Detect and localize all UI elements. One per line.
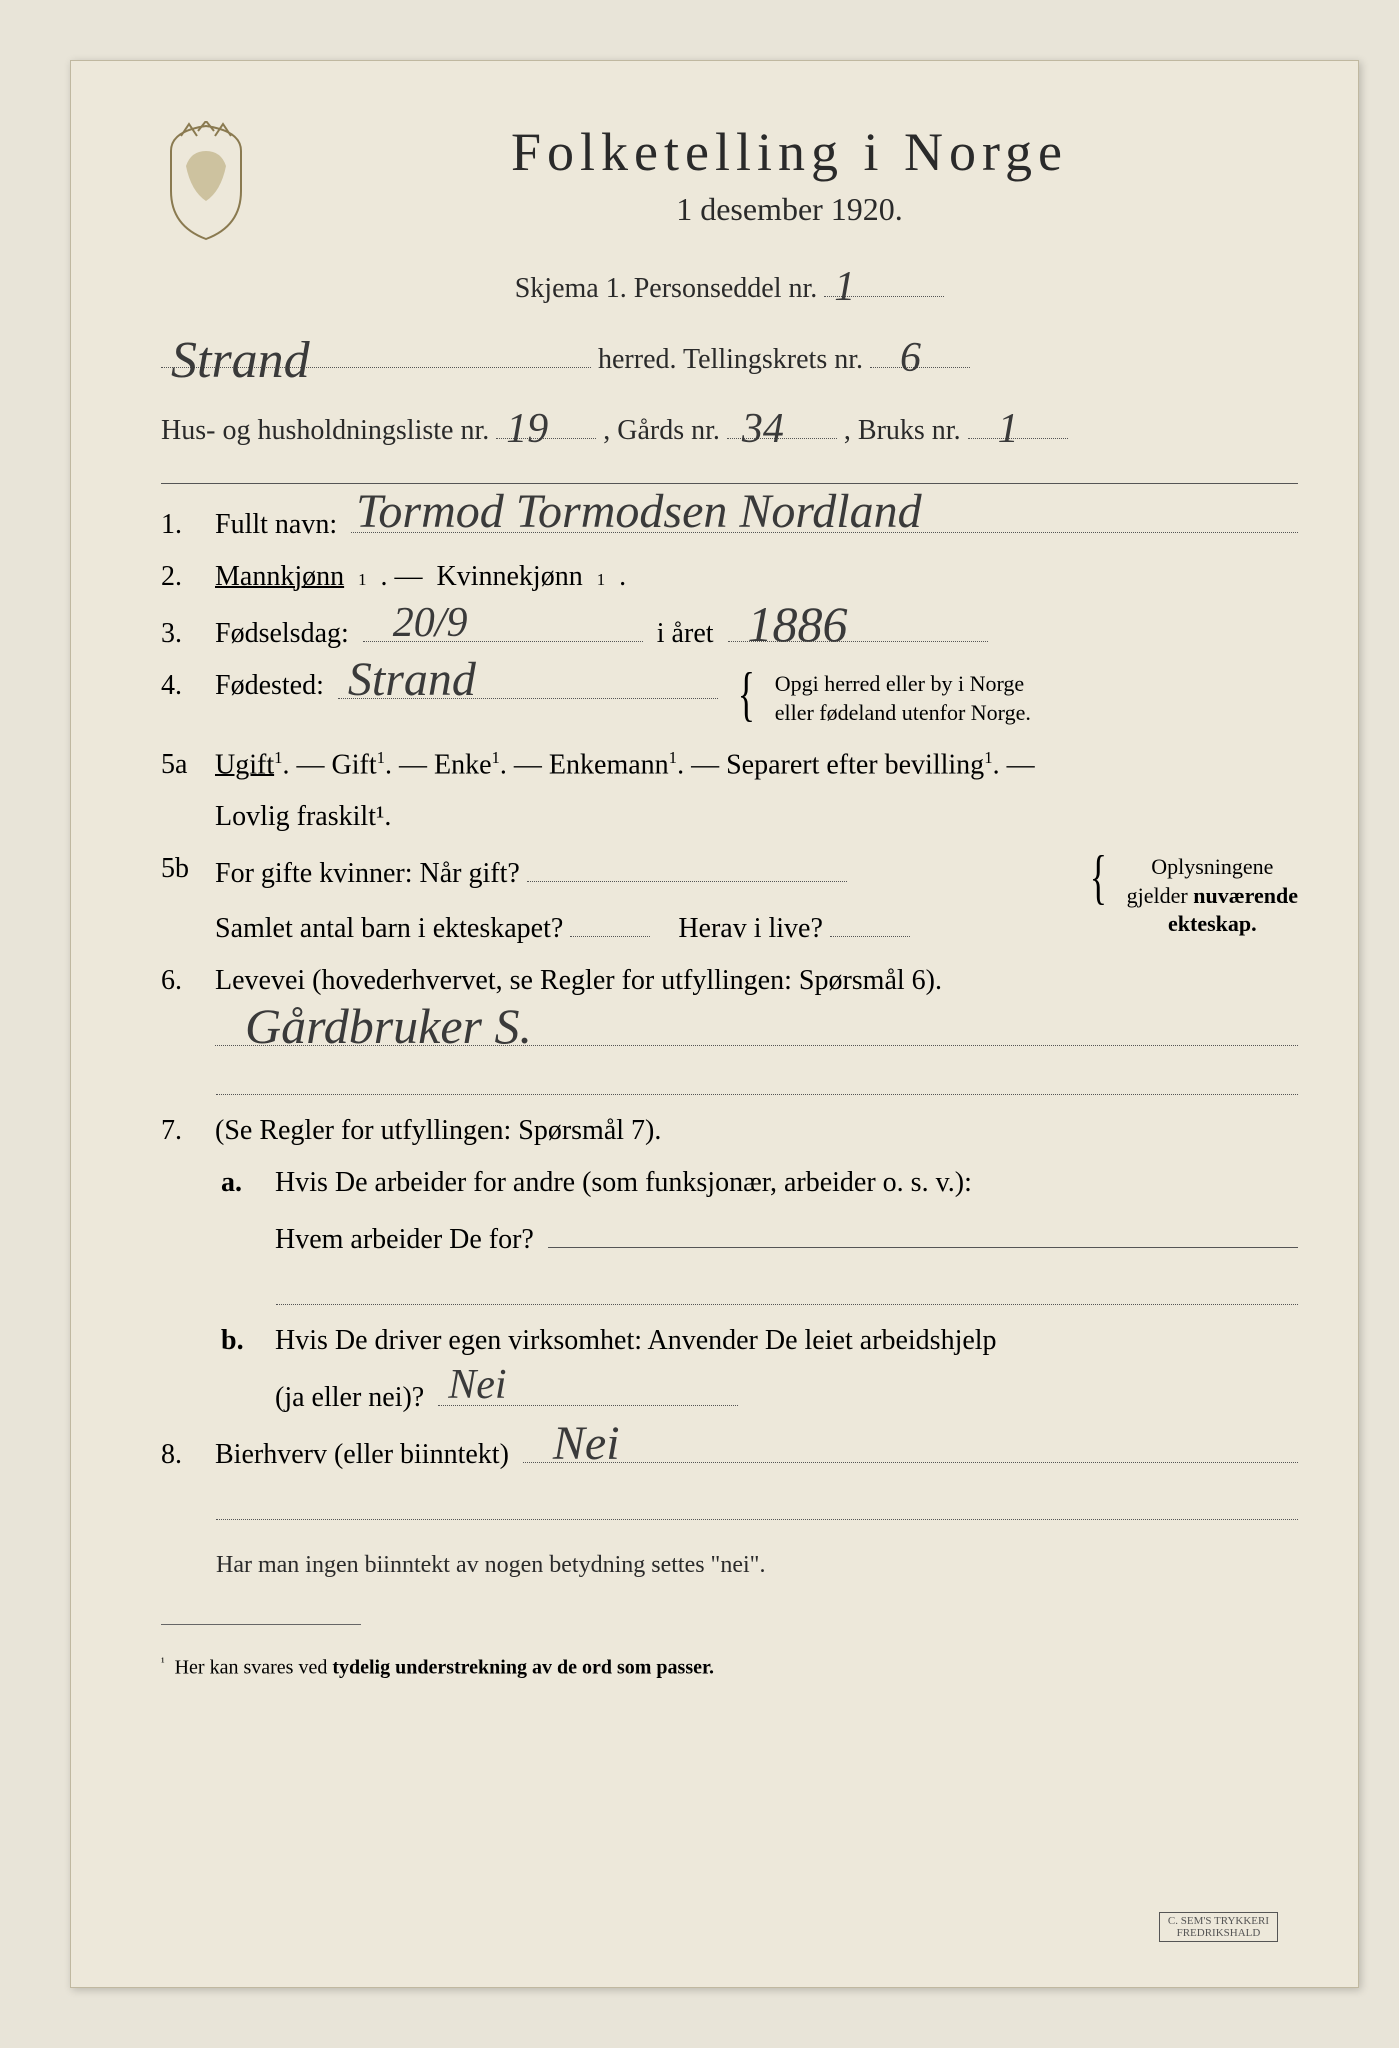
herred-line: Strand herred. Tellingskrets nr. 6 xyxy=(161,338,1298,383)
q2-opt1: Mannkjønn xyxy=(215,561,344,593)
bruks-nr: 1 xyxy=(998,396,1019,463)
brace-icon: { xyxy=(738,670,755,718)
q6-num: 6. xyxy=(161,965,201,997)
gards-label: , Gårds nr. xyxy=(603,415,720,446)
q5b-l1: For gifte kvinner: Når gift? xyxy=(215,858,520,889)
title-block: Folketelling i Norge 1 desember 1920. xyxy=(281,121,1298,228)
gards-nr: 34 xyxy=(742,396,784,463)
q5b-l3: Herav i live? xyxy=(678,913,823,944)
q3-label: Fødselsdag: xyxy=(215,618,349,650)
herred-label: herred. Tellingskrets nr. xyxy=(598,344,863,375)
q7: 7. (Se Regler for utfyllingen: Spørsmål … xyxy=(161,1115,1298,1147)
coat-of-arms-icon xyxy=(161,121,251,241)
q5b-note: Oplysningene gjelder nuværende ekteskap. xyxy=(1127,853,1298,939)
q3-num: 3. xyxy=(161,618,201,650)
q2-opt2: Kvinnekjønn xyxy=(437,561,583,593)
herred-value: Strand xyxy=(171,319,310,402)
q1: 1. Fullt navn: Tormod Tormodsen Nordland xyxy=(161,504,1298,541)
q5a-cont: Lovlig fraskilt¹. xyxy=(161,801,1298,833)
q5b-l2: Samlet antal barn i ekteskapet? xyxy=(215,913,563,944)
q2-num: 2. xyxy=(161,561,201,593)
q5b-num: 5b xyxy=(161,853,201,885)
q7b-value: Nei xyxy=(448,1361,506,1409)
census-form-page: Folketelling i Norge 1 desember 1920. Sk… xyxy=(70,60,1359,1988)
husliste-line: Hus- og husholdningsliste nr. 19 , Gårds… xyxy=(161,409,1298,454)
q7a-l2row: Hvem arbeider De for? xyxy=(221,1219,1298,1256)
q4-note: Opgi herred eller by i Norge eller fødel… xyxy=(775,670,1031,727)
q7-label: (Se Regler for utfyllingen: Spørsmål 7). xyxy=(215,1115,661,1147)
personseddel-nr: 1 xyxy=(834,254,855,321)
husliste-nr: 19 xyxy=(506,396,548,463)
q5a-opts: Ugift1. — Gift1. — Enke1. — Enkemann1. —… xyxy=(215,748,1035,781)
q4-label: Fødested: xyxy=(215,670,324,702)
printer-stamp: C. SEM'S TRYKKERI FREDRIKSHALD xyxy=(1159,1912,1278,1942)
q7b-l1: Hvis De driver egen virksomhet: Anvender… xyxy=(275,1325,997,1357)
q7a-label: a. xyxy=(221,1167,261,1199)
q8-num: 8. xyxy=(161,1439,201,1471)
subtitle: 1 desember 1920. xyxy=(281,191,1298,228)
q4: 4. Fødested: Strand { Opgi herred eller … xyxy=(161,670,1298,727)
q3: 3. Fødselsdag: 20/9 i året 1886 xyxy=(161,613,1298,650)
q5a: 5a Ugift1. — Gift1. — Enke1. — Enkemann1… xyxy=(161,748,1298,781)
q6-label: Levevei (hovederhvervet, se Regler for u… xyxy=(215,965,942,997)
q1-num: 1. xyxy=(161,509,201,541)
q7-num: 7. xyxy=(161,1115,201,1147)
footnote-rule xyxy=(161,1624,361,1625)
q1-label: Fullt navn: xyxy=(215,509,337,541)
q6-value: Gårdbruker S. xyxy=(245,997,532,1055)
q4-value: Strand xyxy=(348,652,476,707)
q7a: a. Hvis De arbeider for andre (som funks… xyxy=(221,1167,1298,1199)
main-title: Folketelling i Norge xyxy=(281,121,1298,183)
q7a-l2: Hvem arbeider De for? xyxy=(275,1224,534,1256)
header: Folketelling i Norge 1 desember 1920. xyxy=(161,121,1298,241)
blank-line xyxy=(216,1491,1298,1520)
q6: 6. Levevei (hovederhvervet, se Regler fo… xyxy=(161,965,1298,997)
q4-num: 4. xyxy=(161,670,201,702)
q7b-l2: (ja eller nei)? xyxy=(275,1382,424,1414)
q5a-num: 5a xyxy=(161,749,201,781)
q2: 2. Mannkjønn1. — Kvinnekjønn1. xyxy=(161,561,1298,593)
q3-day: 20/9 xyxy=(393,599,468,647)
skjema-label: Skjema 1. Personseddel nr. xyxy=(515,273,818,304)
bruks-label: , Bruks nr. xyxy=(844,415,961,446)
blank-line xyxy=(216,1066,1298,1095)
footer-note: Har man ingen biinntekt av nogen betydni… xyxy=(216,1546,1298,1584)
q5b: 5b For gifte kvinner: Når gift? Samlet a… xyxy=(161,853,1298,945)
q8-value: Nei xyxy=(553,1416,620,1471)
q6-value-row: Gårdbruker S. xyxy=(161,1017,1298,1046)
q5a-opts2: Lovlig fraskilt¹. xyxy=(215,801,391,833)
q7a-l1: Hvis De arbeider for andre (som funksjon… xyxy=(275,1167,972,1199)
skjema-line: Skjema 1. Personseddel nr. 1 xyxy=(161,267,1298,312)
q3-year: 1886 xyxy=(748,595,848,653)
q3-mid: i året xyxy=(657,618,714,650)
q7b: b. Hvis De driver egen virksomhet: Anven… xyxy=(221,1325,1298,1357)
blank-line xyxy=(276,1276,1298,1305)
brace-icon: { xyxy=(1090,853,1107,901)
footnote: ¹ Her kan svares ved tydelig understrekn… xyxy=(161,1655,1298,1680)
tellingskrets-nr: 6 xyxy=(900,325,921,392)
q1-value: Tormod Tormodsen Nordland xyxy=(356,484,922,539)
q7b-l2row: (ja eller nei)? Nei xyxy=(221,1377,1298,1414)
husliste-label: Hus- og husholdningsliste nr. xyxy=(161,415,489,446)
q7b-label: b. xyxy=(221,1325,261,1357)
q8: 8. Bierhverv (eller biinntekt) Nei xyxy=(161,1434,1298,1471)
q8-label: Bierhverv (eller biinntekt) xyxy=(215,1439,509,1471)
